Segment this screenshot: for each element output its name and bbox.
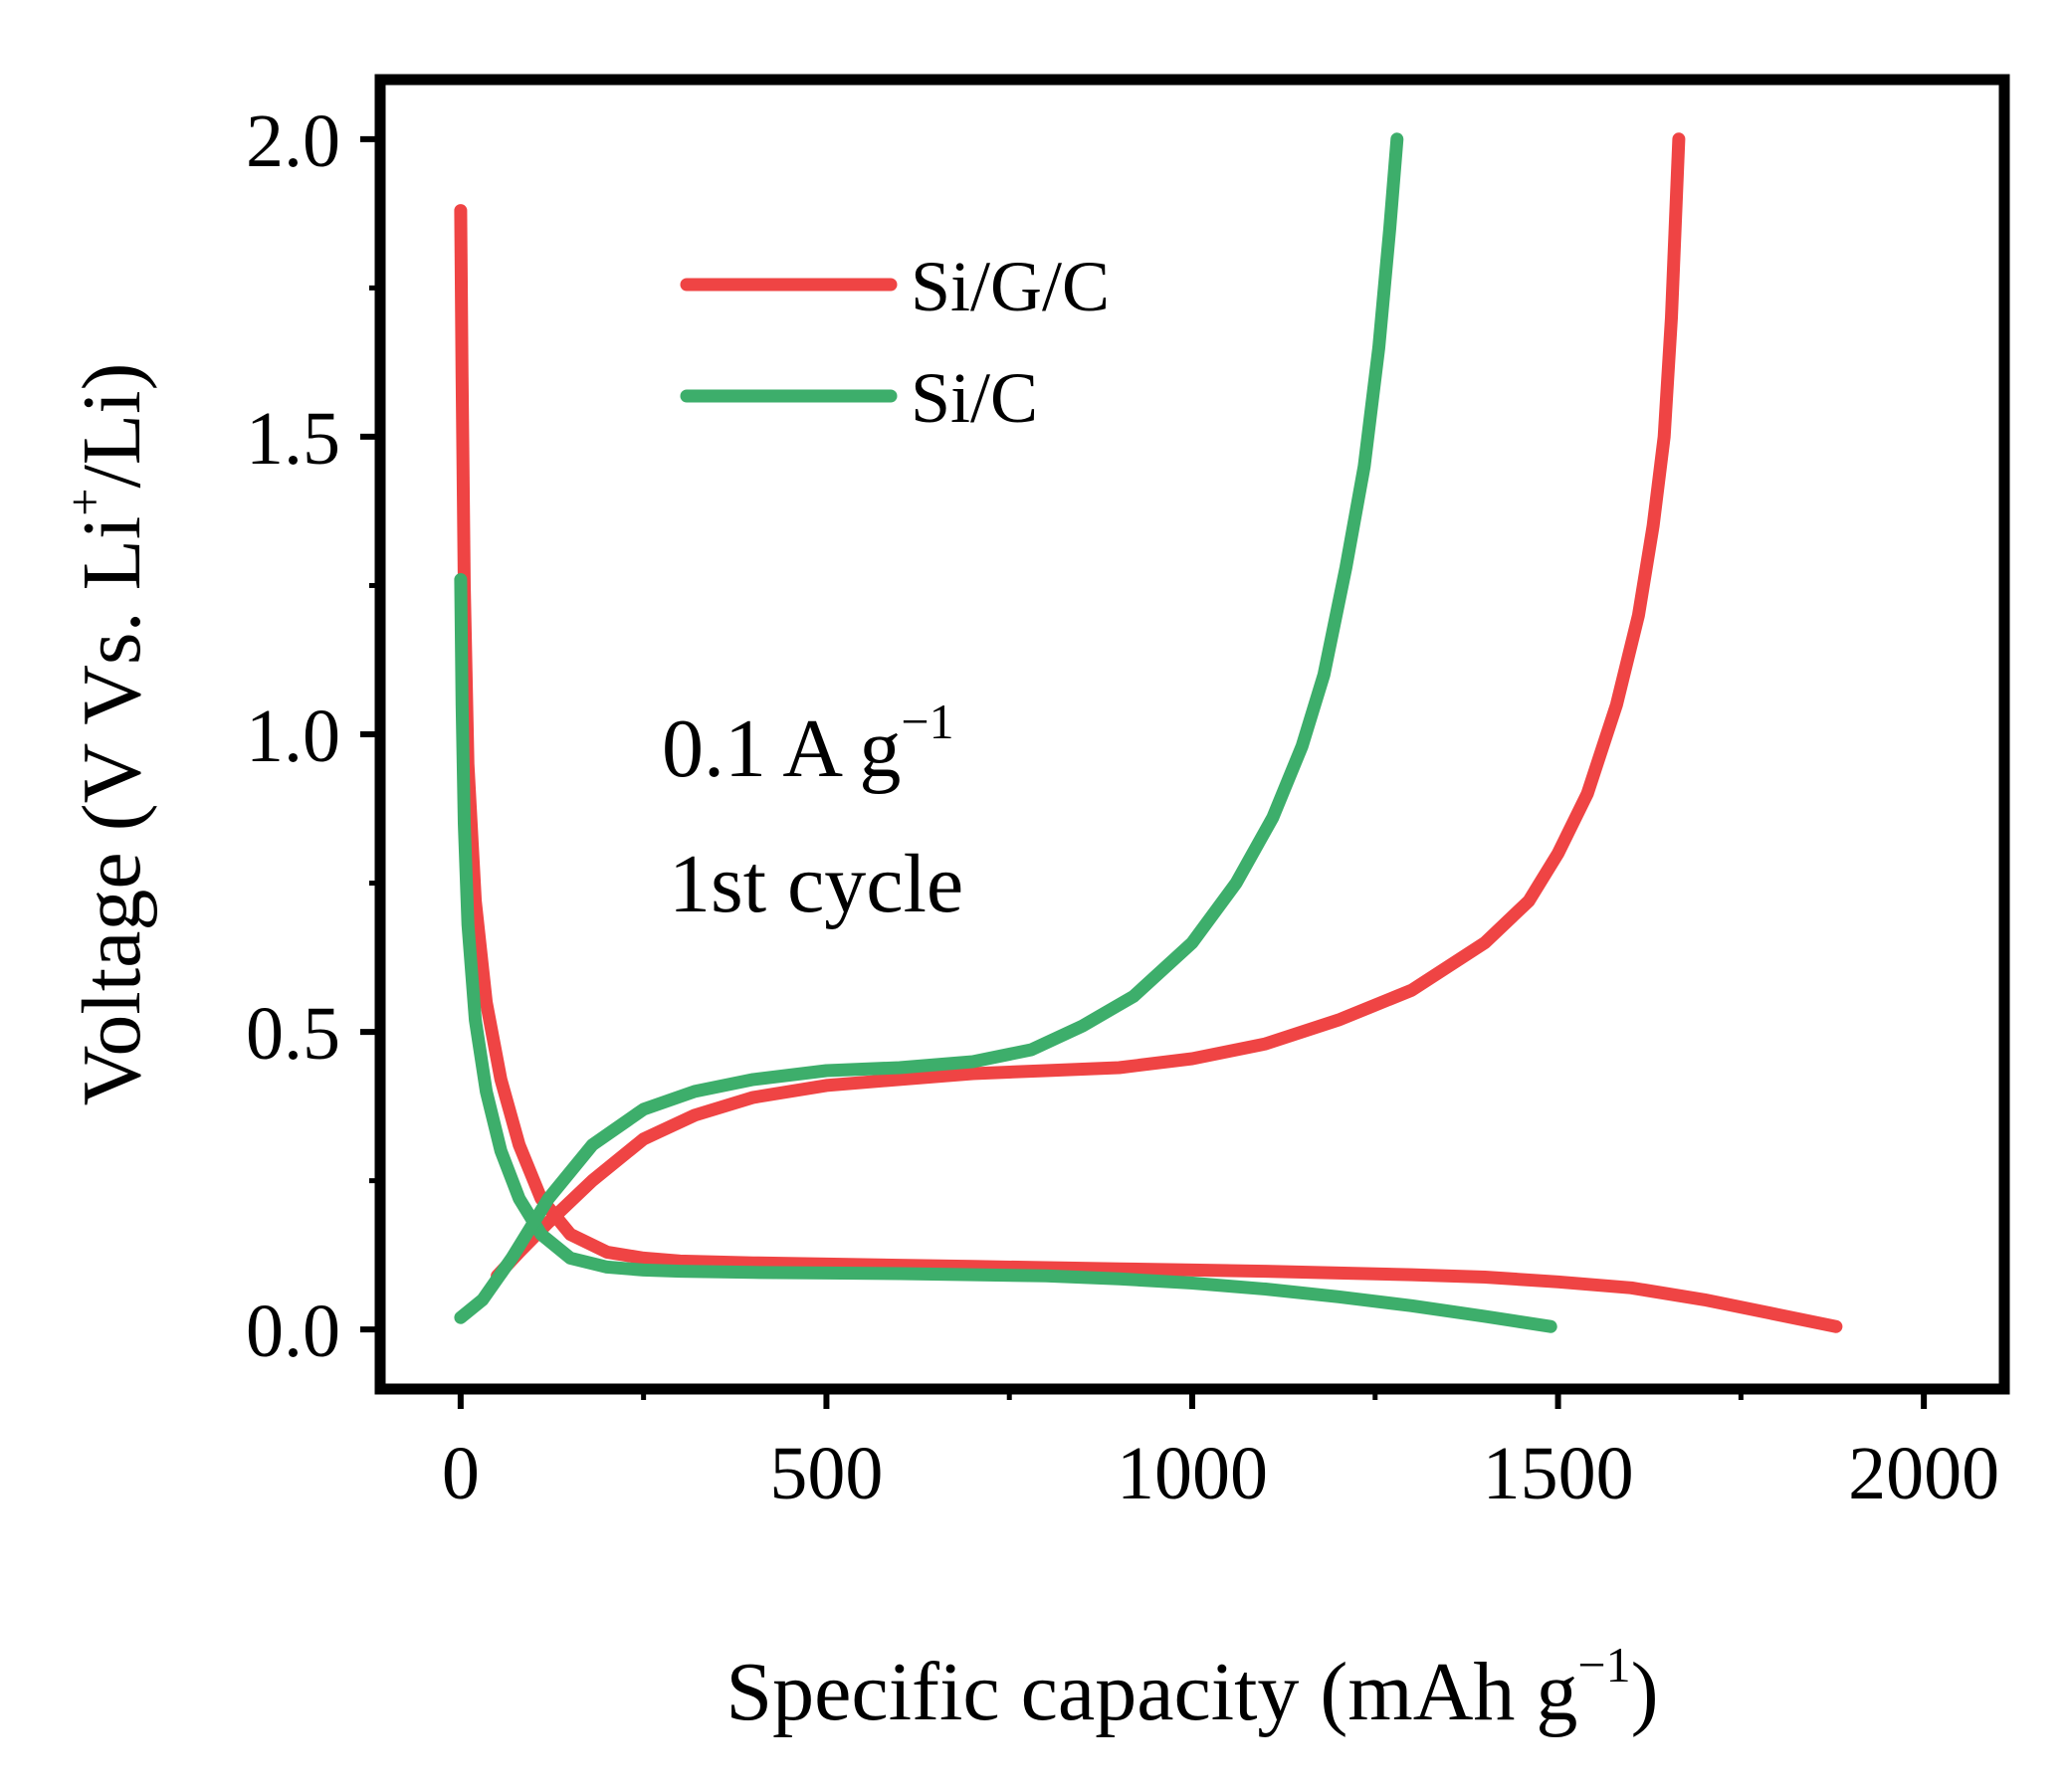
y-tick-label: 0.5: [246, 992, 340, 1076]
legend: Si/G/C Si/C: [680, 247, 1110, 438]
x-axis-title-sup: −1: [1577, 1637, 1630, 1692]
y-tick-label: 0.0: [246, 1290, 340, 1373]
y-axis-title-main: Voltage (V Vs. Li: [66, 516, 158, 1106]
legend-label-si-g-c: Si/G/C: [911, 247, 1110, 326]
annotation-cycle: 1st cycle: [669, 838, 963, 930]
x-tick-label: 1500: [1483, 1432, 1634, 1515]
annotation-rate-sup: −1: [901, 694, 953, 749]
x-tick-label: 2000: [1848, 1432, 1999, 1515]
x-tick-label: 0: [442, 1432, 480, 1515]
y-axis-title-tail: /Li): [66, 363, 158, 489]
y-tick-label: 1.5: [246, 397, 340, 481]
y-axis-title-sup: +: [57, 489, 112, 516]
x-tick-label: 1000: [1117, 1432, 1268, 1515]
x-axis-title-tail: ): [1631, 1646, 1659, 1738]
y-tick-label: 1.0: [246, 695, 340, 778]
plot-content: [454, 132, 1843, 1333]
x-axis: 0 500 1000 1500 2000: [442, 1389, 1999, 1515]
x-tick-label: 500: [769, 1432, 883, 1515]
x-axis-title-main: Specific capacity (mAh g: [725, 1646, 1577, 1738]
annotation-rate: 0.1 A g−1: [662, 694, 954, 795]
y-tick-label: 2.0: [246, 100, 340, 183]
annotation: 0.1 A g−1 1st cycle: [662, 694, 963, 930]
y-axis: 0.0 0.5 1.0 1.5 2.0: [246, 100, 380, 1373]
series-line-si-c-charge: [454, 132, 1404, 1324]
series-line-si-g-c-discharge: [454, 204, 1843, 1333]
series-line-si-g-c-charge: [491, 132, 1686, 1283]
legend-label-si-c: Si/C: [911, 358, 1038, 438]
series-line-si-c-discharge: [454, 573, 1557, 1333]
plot-frame: [374, 74, 2010, 1395]
x-axis-title: Specific capacity (mAh g−1): [725, 1637, 1658, 1738]
y-axis-title: Voltage (V Vs. Li+/Li): [57, 363, 158, 1106]
annotation-rate-main: 0.1 A g: [662, 702, 901, 795]
